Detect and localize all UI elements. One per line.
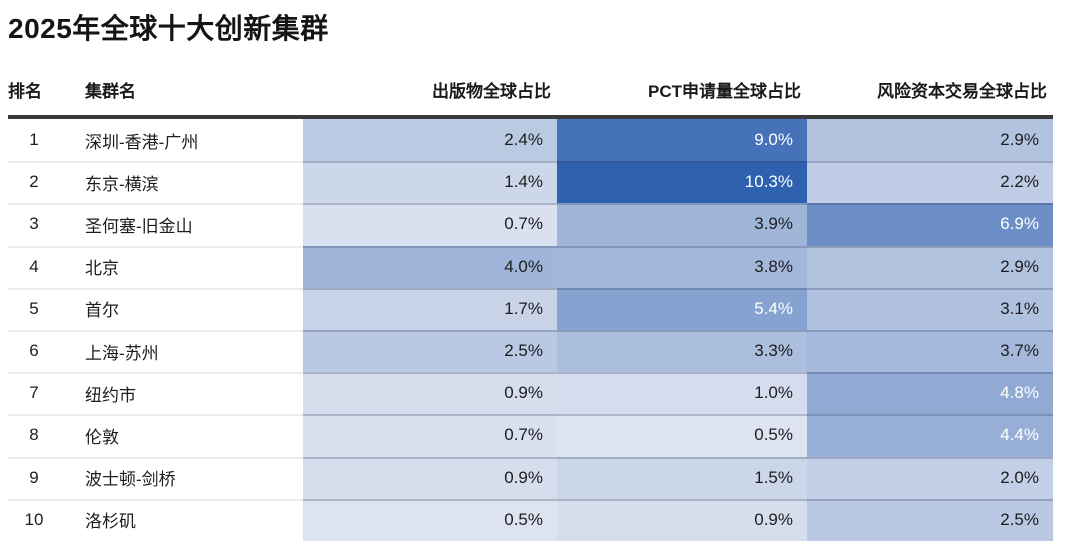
- page-title: 2025年全球十大创新集群: [8, 13, 329, 44]
- rank-cell: 1: [29, 130, 39, 150]
- vc-deals-share-cell: 2.2%: [807, 161, 1053, 204]
- vc-deals-share-cell: 2.0%: [807, 456, 1053, 499]
- vc-deals-share-cell: 3.1%: [807, 287, 1053, 330]
- cluster-name-cell: 上海-苏州: [85, 343, 159, 363]
- vc-deals-share-cell: 6.9%: [807, 203, 1053, 246]
- pct-filings-share-cell: 3.9%: [557, 203, 807, 246]
- pct-filings-share-cell: 5.4%: [557, 287, 807, 330]
- table-row: 7 纽约市 0.9% 1.0% 4.8%: [8, 372, 1053, 415]
- table-row: 5 首尔 1.7% 5.4% 3.1%: [8, 287, 1053, 330]
- pct-filings-share-cell: 0.5%: [557, 414, 807, 457]
- table-row: 1 深圳-香港-广州 2.4% 9.0% 2.9%: [8, 119, 1053, 162]
- cluster-name-cell: 伦敦: [85, 427, 119, 447]
- pct-filings-share-cell: 0.9%: [557, 498, 807, 541]
- rank-cell: 3: [29, 214, 39, 234]
- cluster-name-cell: 圣何塞-旧金山: [85, 216, 193, 236]
- publications-share-cell: 0.5%: [303, 498, 557, 541]
- table-row: 6 上海-苏州 2.5% 3.3% 3.7%: [8, 329, 1053, 373]
- pct-filings-share-cell: 3.3%: [557, 329, 807, 373]
- rank-cell: 9: [29, 467, 39, 487]
- cluster-name-cell: 波士顿-剑桥: [85, 470, 176, 490]
- cluster-name-cell: 东京-横滨: [85, 174, 159, 194]
- innovation-clusters-table: 排名 集群名 出版物全球占比 PCT申请量全球占比 风险资本交易全球占比 1 深圳…: [8, 76, 1053, 541]
- vc-deals-share-cell: 3.7%: [807, 329, 1053, 373]
- rank-cell: 10: [24, 509, 44, 529]
- col-header-rank: 排名: [8, 82, 42, 101]
- publications-share-cell: 2.4%: [303, 119, 557, 162]
- header-divider: [8, 115, 1053, 119]
- cluster-name-cell: 首尔: [85, 301, 119, 321]
- cluster-name-cell: 纽约市: [85, 385, 136, 405]
- publications-share-cell: 0.9%: [303, 456, 557, 499]
- table-row: 8 伦敦 0.7% 0.5% 4.4%: [8, 414, 1053, 457]
- rank-cell: 8: [29, 425, 39, 445]
- table-row: 2 东京-横滨 1.4% 10.3% 2.2%: [8, 161, 1053, 204]
- col-header-vc-deals-share: 风险资本交易全球占比: [877, 82, 1047, 101]
- cluster-name-cell: 深圳-香港-广州: [85, 132, 199, 152]
- pct-filings-share-cell: 10.3%: [557, 161, 807, 204]
- vc-deals-share-cell: 2.5%: [807, 498, 1053, 541]
- table-row: 10 洛杉矶 0.5% 0.9% 2.5%: [8, 498, 1053, 541]
- publications-share-cell: 2.5%: [303, 329, 557, 373]
- publications-share-cell: 0.7%: [303, 414, 557, 457]
- publications-share-cell: 1.4%: [303, 161, 557, 204]
- table-row: 9 波士顿-剑桥 0.9% 1.5% 2.0%: [8, 456, 1053, 499]
- publications-share-cell: 1.7%: [303, 287, 557, 330]
- table-header-row: 排名 集群名 出版物全球占比 PCT申请量全球占比 风险资本交易全球占比: [8, 76, 1053, 102]
- table-row: 4 北京 4.0% 3.8% 2.9%: [8, 245, 1053, 288]
- col-header-publications-share: 出版物全球占比: [432, 82, 551, 101]
- publications-share-cell: 4.0%: [303, 245, 557, 288]
- rank-cell: 6: [29, 341, 39, 361]
- rank-cell: 2: [29, 172, 39, 192]
- vc-deals-share-cell: 2.9%: [807, 119, 1053, 162]
- vc-deals-share-cell: 2.9%: [807, 245, 1053, 288]
- vc-deals-share-cell: 4.4%: [807, 414, 1053, 457]
- rank-cell: 4: [29, 256, 39, 276]
- publications-share-cell: 0.7%: [303, 203, 557, 246]
- table-body: 1 深圳-香港-广州 2.4% 9.0% 2.9% 2 东京-横滨 1.4% 10.3% 2.2%…: [8, 119, 1053, 541]
- cluster-name-cell: 北京: [85, 259, 119, 279]
- rank-cell: 5: [29, 298, 39, 318]
- rank-cell: 7: [29, 383, 39, 403]
- col-header-cluster-name: 集群名: [85, 82, 136, 101]
- cluster-name-cell: 洛杉矶: [85, 512, 136, 532]
- publications-share-cell: 0.9%: [303, 372, 557, 415]
- vc-deals-share-cell: 4.8%: [807, 372, 1053, 415]
- pct-filings-share-cell: 9.0%: [557, 119, 807, 162]
- col-header-pct-filings-share: PCT申请量全球占比: [648, 82, 801, 101]
- pct-filings-share-cell: 1.5%: [557, 456, 807, 499]
- pct-filings-share-cell: 1.0%: [557, 372, 807, 415]
- table-row: 3 圣何塞-旧金山 0.7% 3.9% 6.9%: [8, 203, 1053, 246]
- pct-filings-share-cell: 3.8%: [557, 245, 807, 288]
